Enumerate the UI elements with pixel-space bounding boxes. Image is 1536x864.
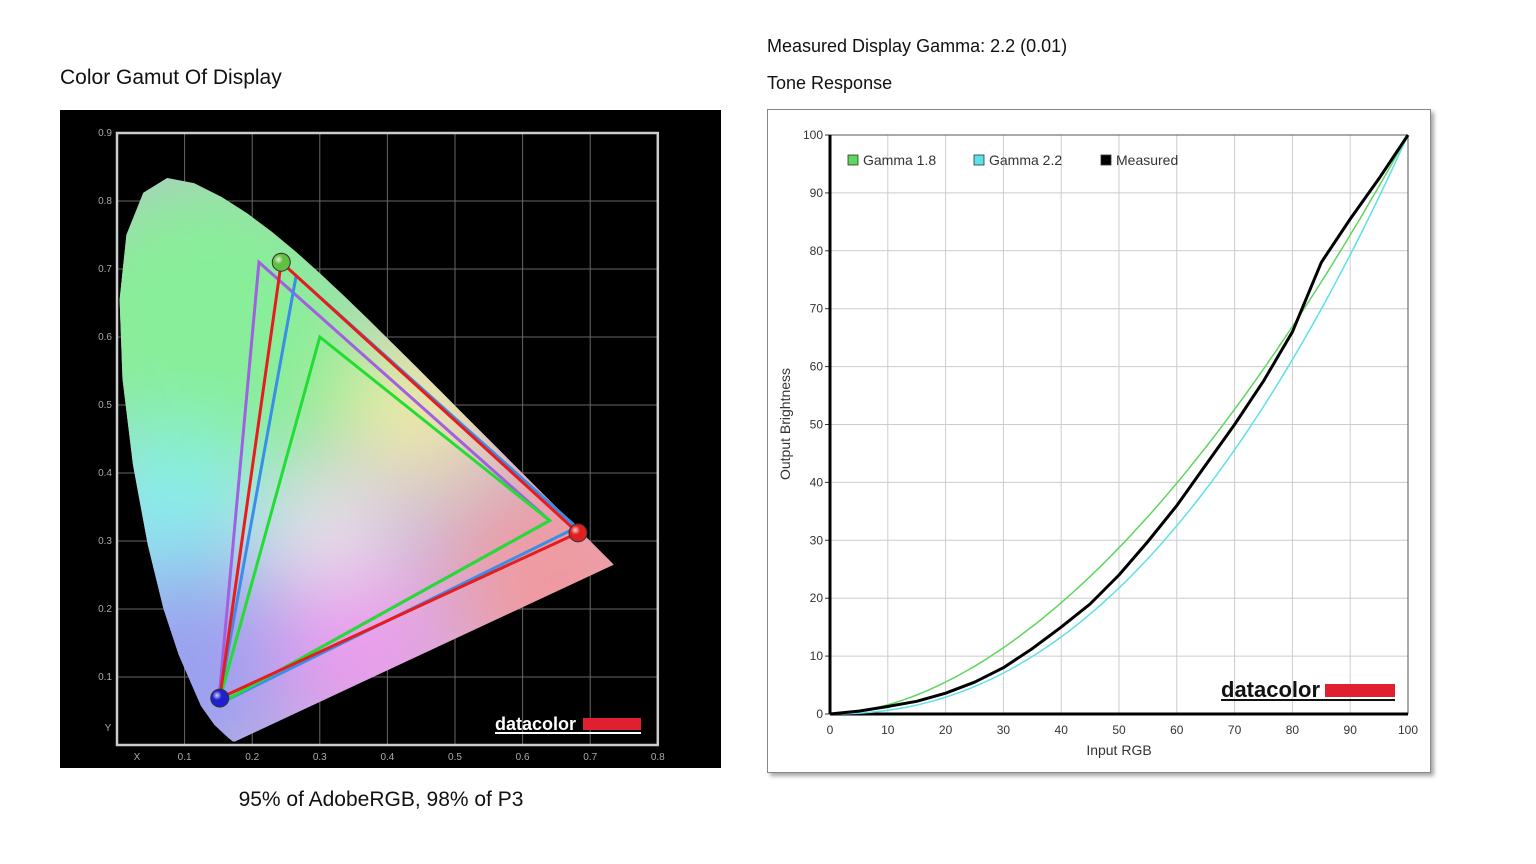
datacolor-logo: datacolor xyxy=(495,714,641,734)
x-tick-label: 10 xyxy=(881,723,895,737)
x-tick-label: 0 xyxy=(827,723,834,737)
x-tick-label: 80 xyxy=(1286,723,1300,737)
x-tick-label: 30 xyxy=(997,723,1011,737)
svg-text:datacolor: datacolor xyxy=(1221,677,1320,702)
legend-swatch xyxy=(847,154,859,166)
x-tick-label: 0.6 xyxy=(516,752,530,763)
legend-swatch xyxy=(973,154,985,166)
y-tick-label: 50 xyxy=(810,418,824,432)
x-tick-label: 60 xyxy=(1170,723,1184,737)
y-tick-label: 90 xyxy=(810,186,824,200)
series-line-measured xyxy=(829,134,1410,716)
series-line-gamma-2-2 xyxy=(830,134,1409,715)
gamut-chart-title: Color Gamut Of Display xyxy=(60,66,282,89)
datacolor-logo: datacolor xyxy=(1221,677,1395,702)
x-axis-label: Input RGB xyxy=(1086,742,1151,758)
legend-label: Gamma 1.8 xyxy=(863,152,936,168)
gamut-chart: 0.1 0.2 0.3 0.4 0.5 0.6 0.7 0.8 0.1 0.2 0.3 0.4 0.5 0… xyxy=(60,110,721,768)
gamut-triangle xyxy=(217,259,581,701)
primary-point-highlight xyxy=(272,253,291,272)
y-axis-label: Output Brightness xyxy=(777,368,793,480)
legend-label: Gamma 2.2 xyxy=(989,152,1062,168)
x-tick-label: 0.3 xyxy=(313,752,327,763)
plot-frame xyxy=(115,131,660,747)
x-tick-label: 0.8 xyxy=(651,752,665,763)
primary-point-highlight xyxy=(569,523,588,542)
x-tick-label: 90 xyxy=(1344,723,1358,737)
svg-text:datacolor: datacolor xyxy=(495,714,576,734)
gamut-triangle xyxy=(216,334,553,708)
tone-response-chart: 0 10 20 30 40 50 60 70 80 90 100 0 10 20 30 40 50 60 70 80 9… xyxy=(767,109,1431,773)
legend-label: Measured xyxy=(1116,152,1178,168)
legend-swatch xyxy=(1100,154,1112,166)
x-tick-label: 0.1 xyxy=(178,752,192,763)
series-line-gamma-1-8 xyxy=(829,134,1409,715)
spectral-locus-fill xyxy=(119,178,614,742)
y-tick-label: 70 xyxy=(810,302,824,316)
gamut-chart-svg: 0.1 0.2 0.3 0.4 0.5 0.6 0.7 0.8 0.1 0.2 0.3 0.4 0.5 0… xyxy=(98,128,665,763)
x-tick-label: 40 xyxy=(1055,723,1069,737)
primary-point-highlight xyxy=(210,689,229,708)
y-tick-label: 0.1 xyxy=(98,672,112,683)
y-tick-label: 0.3 xyxy=(98,536,112,547)
x-tick-label: 100 xyxy=(1398,723,1418,737)
gamut-caption: 95% of AdobeRGB, 98% of P3 xyxy=(238,788,524,811)
y-tick-label: 0.5 xyxy=(98,400,112,411)
y-tick-label: 80 xyxy=(810,244,824,258)
y-tick-label: 0.9 xyxy=(98,128,112,139)
x-tick-label: 20 xyxy=(939,723,953,737)
tone-response-svg: 0 10 20 30 40 50 60 70 80 90 100 0 10 20 30 40 50 60 70 80 9… xyxy=(777,128,1418,758)
x-axis-label: X xyxy=(134,752,141,763)
y-tick-label: 0.4 xyxy=(98,468,112,479)
y-tick-label: 0.7 xyxy=(98,264,112,275)
y-tick-label: 20 xyxy=(810,591,824,605)
x-tick-label: 0.5 xyxy=(448,752,462,763)
tone-response-title: Tone Response xyxy=(767,73,893,93)
y-tick-label: 0.6 xyxy=(98,332,112,343)
x-tick-label: 50 xyxy=(1112,723,1126,737)
x-tick-label: 70 xyxy=(1228,723,1242,737)
y-tick-label: 0.8 xyxy=(98,196,112,207)
x-tick-label: 0.7 xyxy=(583,752,597,763)
y-tick-label: 0.2 xyxy=(98,604,112,615)
x-tick-label: 0.4 xyxy=(380,752,394,763)
y-tick-label: 40 xyxy=(810,475,824,489)
y-axis-label: Y xyxy=(105,723,112,734)
y-tick-label: 0 xyxy=(816,707,823,721)
y-tick-label: 60 xyxy=(810,360,824,374)
x-tick-label: 0.2 xyxy=(245,752,259,763)
y-tick-label: 10 xyxy=(810,649,824,663)
y-tick-label: 30 xyxy=(810,533,824,547)
measured-gamma-text: Measured Display Gamma: 2.2 (0.01) xyxy=(767,36,1068,56)
y-tick-label: 100 xyxy=(803,128,823,142)
